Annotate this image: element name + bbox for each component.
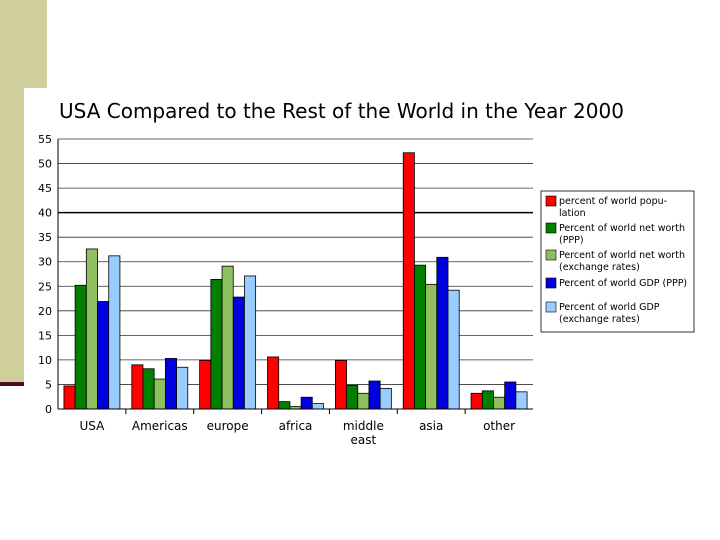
chart-panel: USA Compared to the Rest of the World in… (24, 88, 696, 456)
legend-label-line: (exchange rates) (559, 314, 640, 325)
y-tick-label: 35 (38, 231, 52, 244)
x-tick-label-line: USA (80, 419, 106, 433)
legend-label: Percent of world GDP (PPP) (559, 278, 687, 289)
chart-title: USA Compared to the Rest of the World in… (59, 99, 624, 123)
legend-label-line: (exchange rates) (559, 262, 640, 273)
y-tick-label: 15 (38, 329, 52, 342)
bar (244, 275, 257, 410)
bar (504, 381, 517, 410)
bar (278, 401, 291, 410)
bar-chart: USA Compared to the Rest of the World in… (38, 99, 695, 447)
x-tick-label: other (483, 419, 515, 433)
legend-box (540, 190, 695, 333)
y-tick-labels: 0 5 10 15 20 25 30 35 40 45 50 55 (38, 133, 52, 416)
legend-swatch (545, 249, 557, 261)
x-tick-label-line: middle (343, 419, 384, 433)
legend-swatch (545, 222, 557, 234)
bar (493, 396, 506, 410)
bar (470, 392, 483, 410)
bar (481, 390, 494, 410)
x-tick-label-line: europe (207, 419, 249, 433)
axes (57, 139, 533, 414)
x-tick-label-line: Americas (132, 419, 188, 433)
slide-accent-rule (0, 382, 24, 386)
y-tick-label: 0 (45, 403, 52, 416)
x-tick-label-line: east (351, 433, 377, 447)
x-tick-label: USA (80, 419, 106, 433)
bar (164, 358, 177, 410)
bar (108, 255, 121, 410)
legend: percent of world popu-lation Percent of w… (540, 190, 695, 333)
x-tick-label: asia (419, 419, 443, 433)
bar (267, 356, 280, 410)
bar (300, 396, 313, 410)
x-tick-label: middle east (343, 419, 384, 447)
x-tick-label-line: asia (419, 419, 443, 433)
bar (199, 359, 212, 410)
bar (515, 391, 528, 410)
y-tick-label: 20 (38, 305, 52, 318)
y-tick-label: 10 (38, 354, 52, 367)
legend-label: Percent of world GDP (exchange rates) (559, 302, 660, 325)
bar (153, 378, 166, 410)
bars (63, 152, 528, 410)
y-tick-label: 25 (38, 280, 52, 293)
legend-swatch (545, 301, 557, 313)
legend-swatch (545, 195, 557, 207)
bar (346, 385, 359, 410)
legend-label-line: Percent of world net worth (559, 223, 685, 234)
x-tick-label: africa (279, 419, 313, 433)
y-tick-label: 50 (38, 158, 52, 171)
y-tick-label: 55 (38, 133, 52, 146)
x-tick-label: Americas (132, 419, 188, 433)
legend-label-line: Percent of world net worth (559, 250, 685, 261)
bar (176, 366, 189, 410)
bar (131, 364, 144, 410)
legend-label-line: Percent of world GDP (559, 302, 660, 313)
bar (221, 265, 234, 410)
bar (368, 380, 381, 410)
y-tick-label: 40 (38, 207, 52, 220)
x-tick-label: europe (207, 419, 249, 433)
x-tick-labels: USA Americas europe africa middle east asia oth… (80, 419, 516, 447)
legend-label: Percent of world net worth (exchange rate… (559, 250, 685, 273)
bar (436, 256, 449, 410)
bar (357, 392, 370, 410)
y-tick-label: 30 (38, 256, 52, 269)
legend-label: percent of world popu-lation (559, 196, 667, 219)
legend-label-line: percent of world popu- (559, 196, 667, 207)
bar (142, 368, 155, 410)
y-tick-label: 5 (45, 378, 52, 391)
y-tick-label: 45 (38, 182, 52, 195)
legend-label-line: lation (559, 208, 586, 219)
bar (334, 359, 347, 410)
bar (74, 284, 87, 410)
bar (210, 278, 223, 410)
gridlines (58, 138, 533, 410)
bar (85, 248, 98, 410)
legend-label-line: (PPP) (559, 235, 584, 246)
x-tick-label-line: other (483, 419, 515, 433)
legend-label: Percent of world net worth (PPP) (559, 223, 685, 246)
bar (97, 301, 110, 410)
bar (447, 289, 460, 410)
bar (232, 296, 245, 410)
bar (425, 283, 438, 410)
bar (379, 387, 392, 410)
legend-swatch (545, 277, 557, 289)
bar (414, 264, 427, 410)
bar (311, 403, 324, 410)
bar (63, 385, 76, 410)
bar (402, 152, 415, 410)
x-tick-label-line: africa (279, 419, 313, 433)
legend-label-line: Percent of world GDP (PPP) (559, 278, 687, 289)
